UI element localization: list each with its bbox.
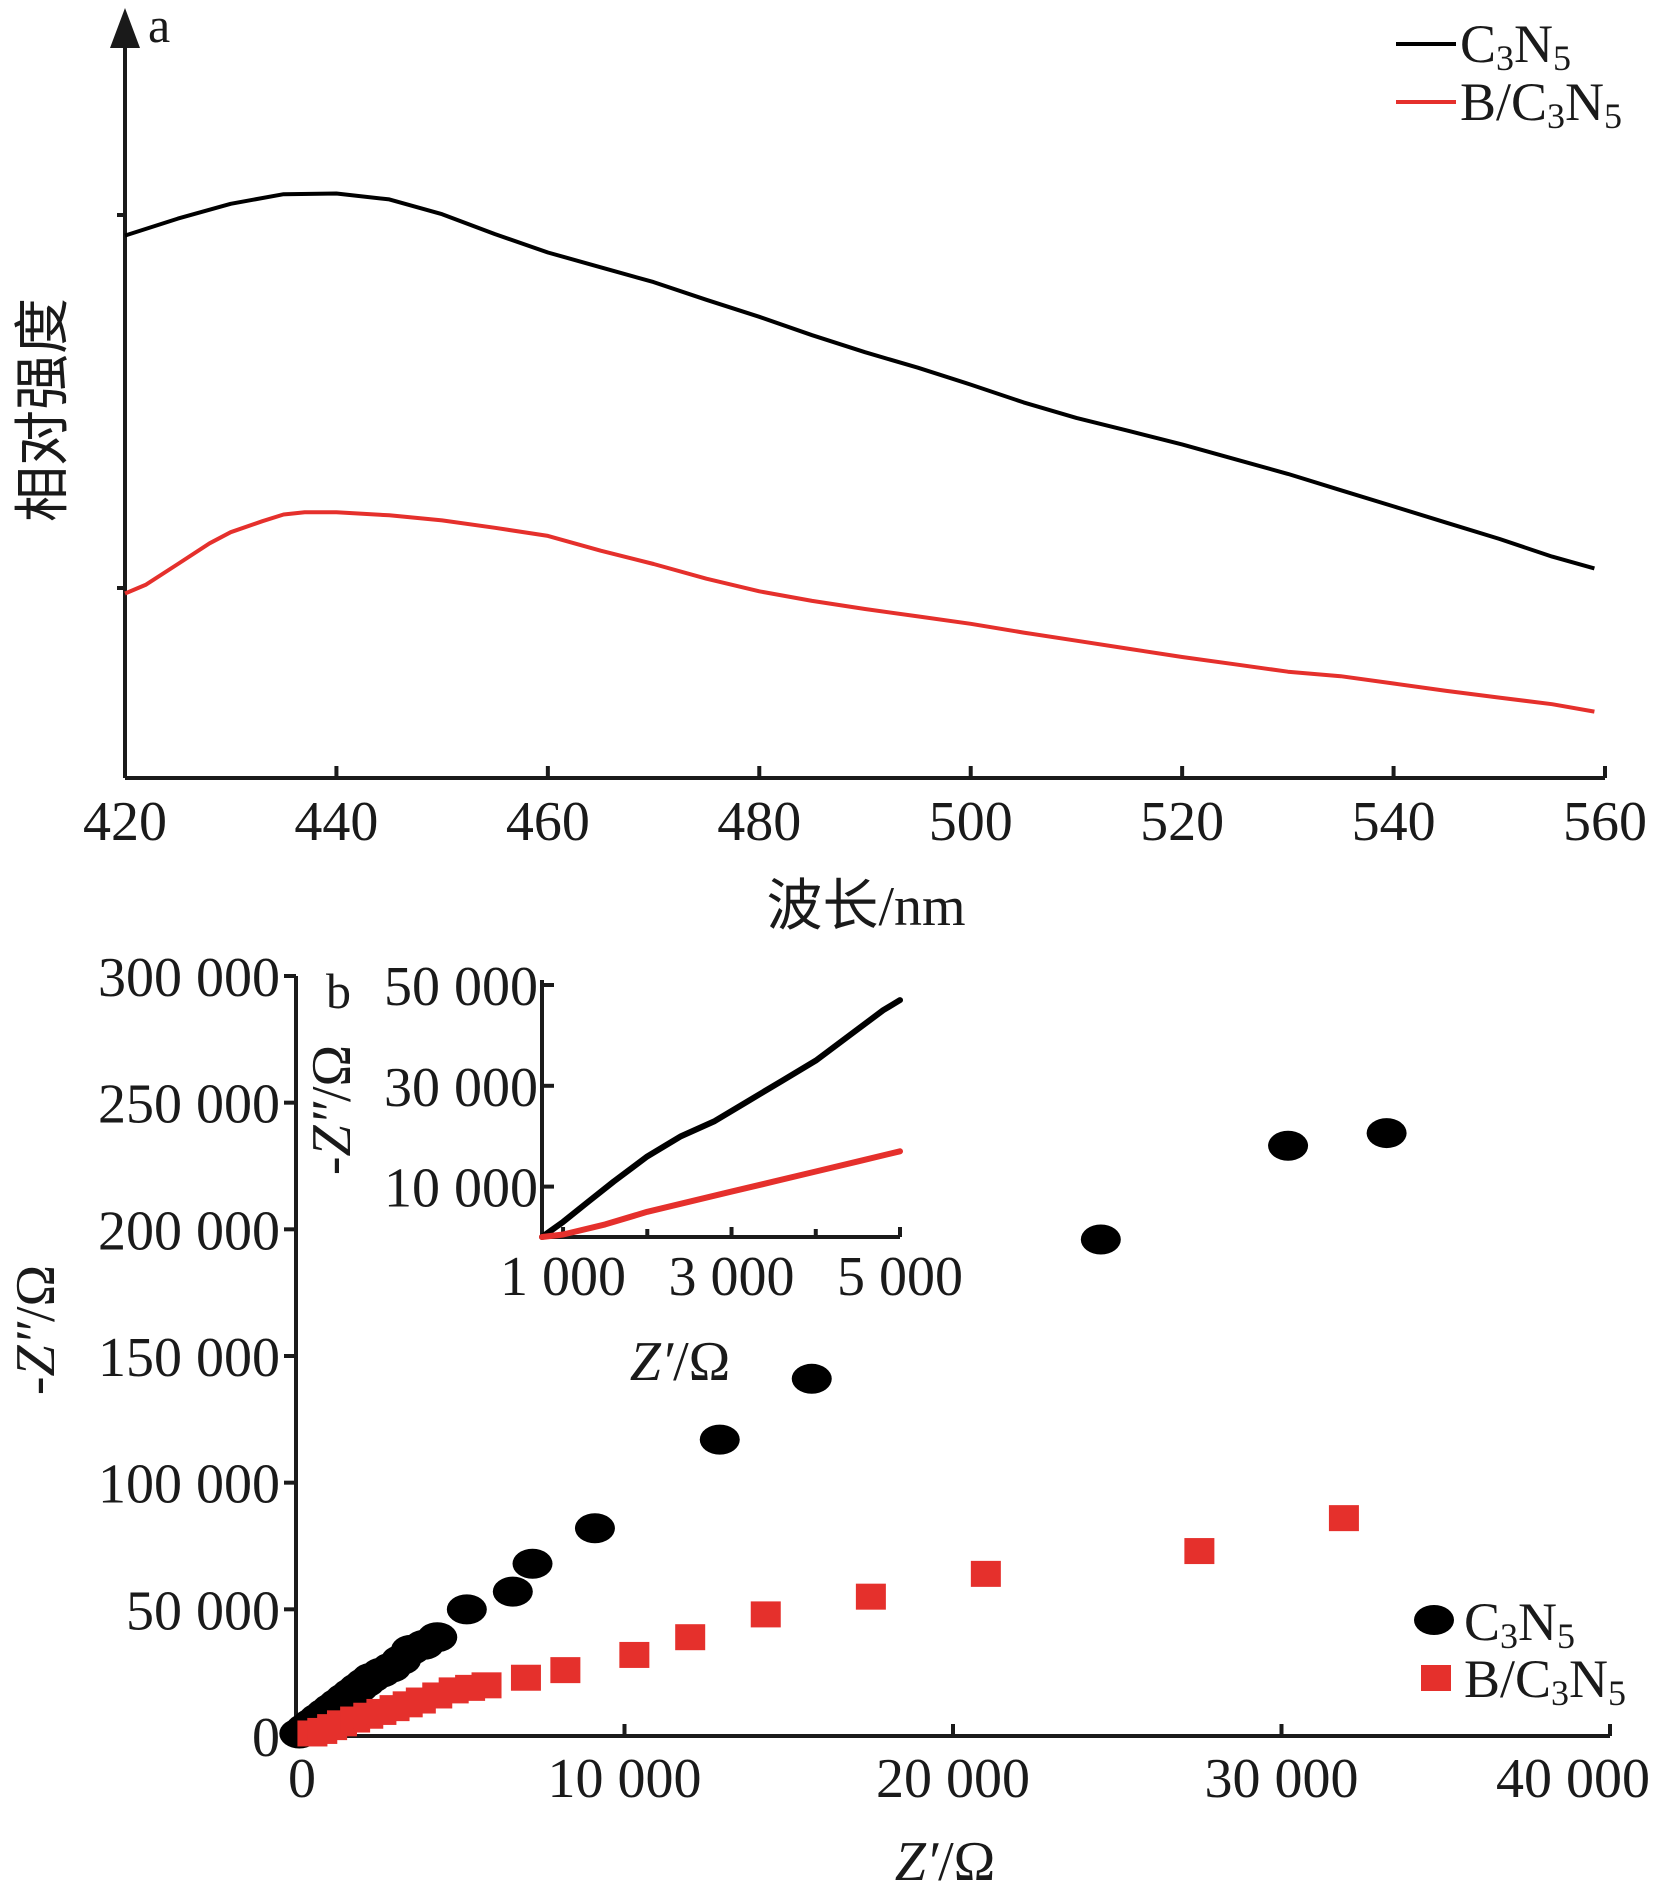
panel-b-point-b-c3n5 [1328,1505,1359,1532]
panel-b-point-c3n5 [492,1576,533,1607]
panel-b-y-tick-label: 50 000 [126,1580,280,1642]
panel-b-point-c3n5 [512,1548,553,1579]
panel-b-legend: C3N5 B/C3N5 [1414,1592,1626,1713]
panel-b-y-tick-label: 0 [252,1707,280,1769]
panel-a-label: a [148,0,170,53]
panel-b-point-c3n5 [446,1594,487,1625]
panel-a-x-tick-label: 480 [717,791,801,853]
inset-x-axis-title: Z′/Ω [630,1331,731,1393]
panel-a-y-axis-arrow [110,8,140,48]
panel-b-point-c3n5 [417,1622,458,1653]
panel-b-point-b-c3n5 [675,1624,706,1651]
panel-a-x-tick-label: 420 [83,791,167,853]
panel-b-y-ticks: 0 50 000 100 000 150 000 200 000 250 000 300 0… [98,947,296,1769]
inset-x-ticks: 1 000 3 000 5 000 [500,1227,963,1308]
inset-series-line [539,997,903,1240]
legend-b-label-c3n5: C3N5 [1464,1592,1575,1656]
panel-b-point-b-c3n5 [471,1672,502,1699]
panel-b-label: b [326,963,351,1019]
panel-b-y-tick-label: 300 000 [98,947,280,1009]
panel-b-x-axis-title: Z′/Ω [895,1831,996,1890]
legend-b-marker-c3n5 [1414,1605,1454,1635]
panel-b-point-b-c3n5 [510,1664,541,1691]
inset-series-line [539,1148,903,1240]
panel-b-y-tick-label: 200 000 [98,1200,280,1262]
panel-a-series-line [124,191,1595,571]
inset-y-tick-label: 30 000 [384,1057,538,1119]
inset-series [539,997,903,1240]
panel-b-y-tick-label: 100 000 [98,1454,280,1516]
panel-a-x-tick-label: 500 [929,791,1013,853]
panel-b-y-axis-title: -Z″/Ω [5,1265,67,1395]
panel-b-chart: 0 10 000 20 000 30 000 40 000 0 50 000 100 000… [5,947,1650,1890]
inset-y-tick-label: 50 000 [384,956,538,1018]
panel-b-x-tick-label: 0 [288,1748,316,1810]
inset-y-axis-title: -Z″/Ω [301,1045,363,1175]
legend-a-label-c3n5: C3N5 [1460,14,1571,78]
panel-b-x-tick-label: 30 000 [1205,1748,1359,1810]
panel-a-x-tick-label: 540 [1352,791,1436,853]
panel-b-x-ticks: 0 10 000 20 000 30 000 40 000 [288,1724,1650,1810]
panel-a-y-axis-title: 相对强度 [13,298,75,522]
panel-b-point-c3n5 [574,1513,615,1544]
inset-x-tick-label: 1 000 [500,1246,626,1308]
panel-b-point-c3n5 [1268,1130,1309,1161]
panel-a-axes [110,8,1605,780]
panel-b-y-tick-label: 150 000 [98,1327,280,1389]
panel-a-x-tick-label: 560 [1563,791,1647,853]
panel-a-series-line [124,510,1595,714]
panel-b-point-b-c3n5 [1184,1538,1215,1565]
panel-b-point-b-c3n5 [750,1601,781,1628]
panel-b-point-c3n5 [1366,1118,1407,1149]
panel-a-x-tick-label: 520 [1140,791,1224,853]
panel-b-point-c3n5 [1080,1224,1121,1255]
panel-a-x-axis-title: 波长/nm [766,876,965,938]
panel-a-chart: 420 440 460 480 500 520 540 560 a C3N5 B/C3N5 波… [13,0,1647,938]
panel-b-point-b-c3n5 [970,1560,1001,1587]
inset-x-tick-label: 3 000 [669,1246,795,1308]
panel-a-x-ticks: 420 440 460 480 500 520 540 560 [83,766,1647,853]
panel-b-point-b-c3n5 [619,1641,650,1668]
legend-a-label-b-c3n5: B/C3N5 [1460,72,1622,136]
panel-b-point-c3n5 [791,1363,832,1394]
panel-b-series [279,1118,1407,1749]
panel-b-y-tick-label: 250 000 [98,1074,280,1136]
inset-y-ticks: 10 000 30 000 50 000 [384,956,554,1220]
panel-b-x-tick-label: 20 000 [876,1748,1030,1810]
panel-b-x-tick-label: 40 000 [1496,1748,1650,1810]
panel-b-point-c3n5 [699,1424,740,1455]
panel-a-series [124,191,1595,714]
panel-a-x-tick-label: 440 [294,791,378,853]
legend-b-label-b-c3n5: B/C3N5 [1464,1649,1626,1713]
panel-b-point-b-c3n5 [855,1583,886,1610]
legend-b-marker-b-c3n5 [1421,1665,1451,1691]
panel-b-point-b-c3n5 [550,1657,581,1684]
inset-y-tick-label: 10 000 [384,1158,538,1220]
panel-a-y-ticks [117,213,125,590]
panel-a-x-tick-label: 460 [506,791,590,853]
panel-b-x-tick-label: 10 000 [548,1748,702,1810]
panel-a-legend: C3N5 B/C3N5 [1396,14,1622,136]
inset-x-tick-label: 5 000 [837,1246,963,1308]
